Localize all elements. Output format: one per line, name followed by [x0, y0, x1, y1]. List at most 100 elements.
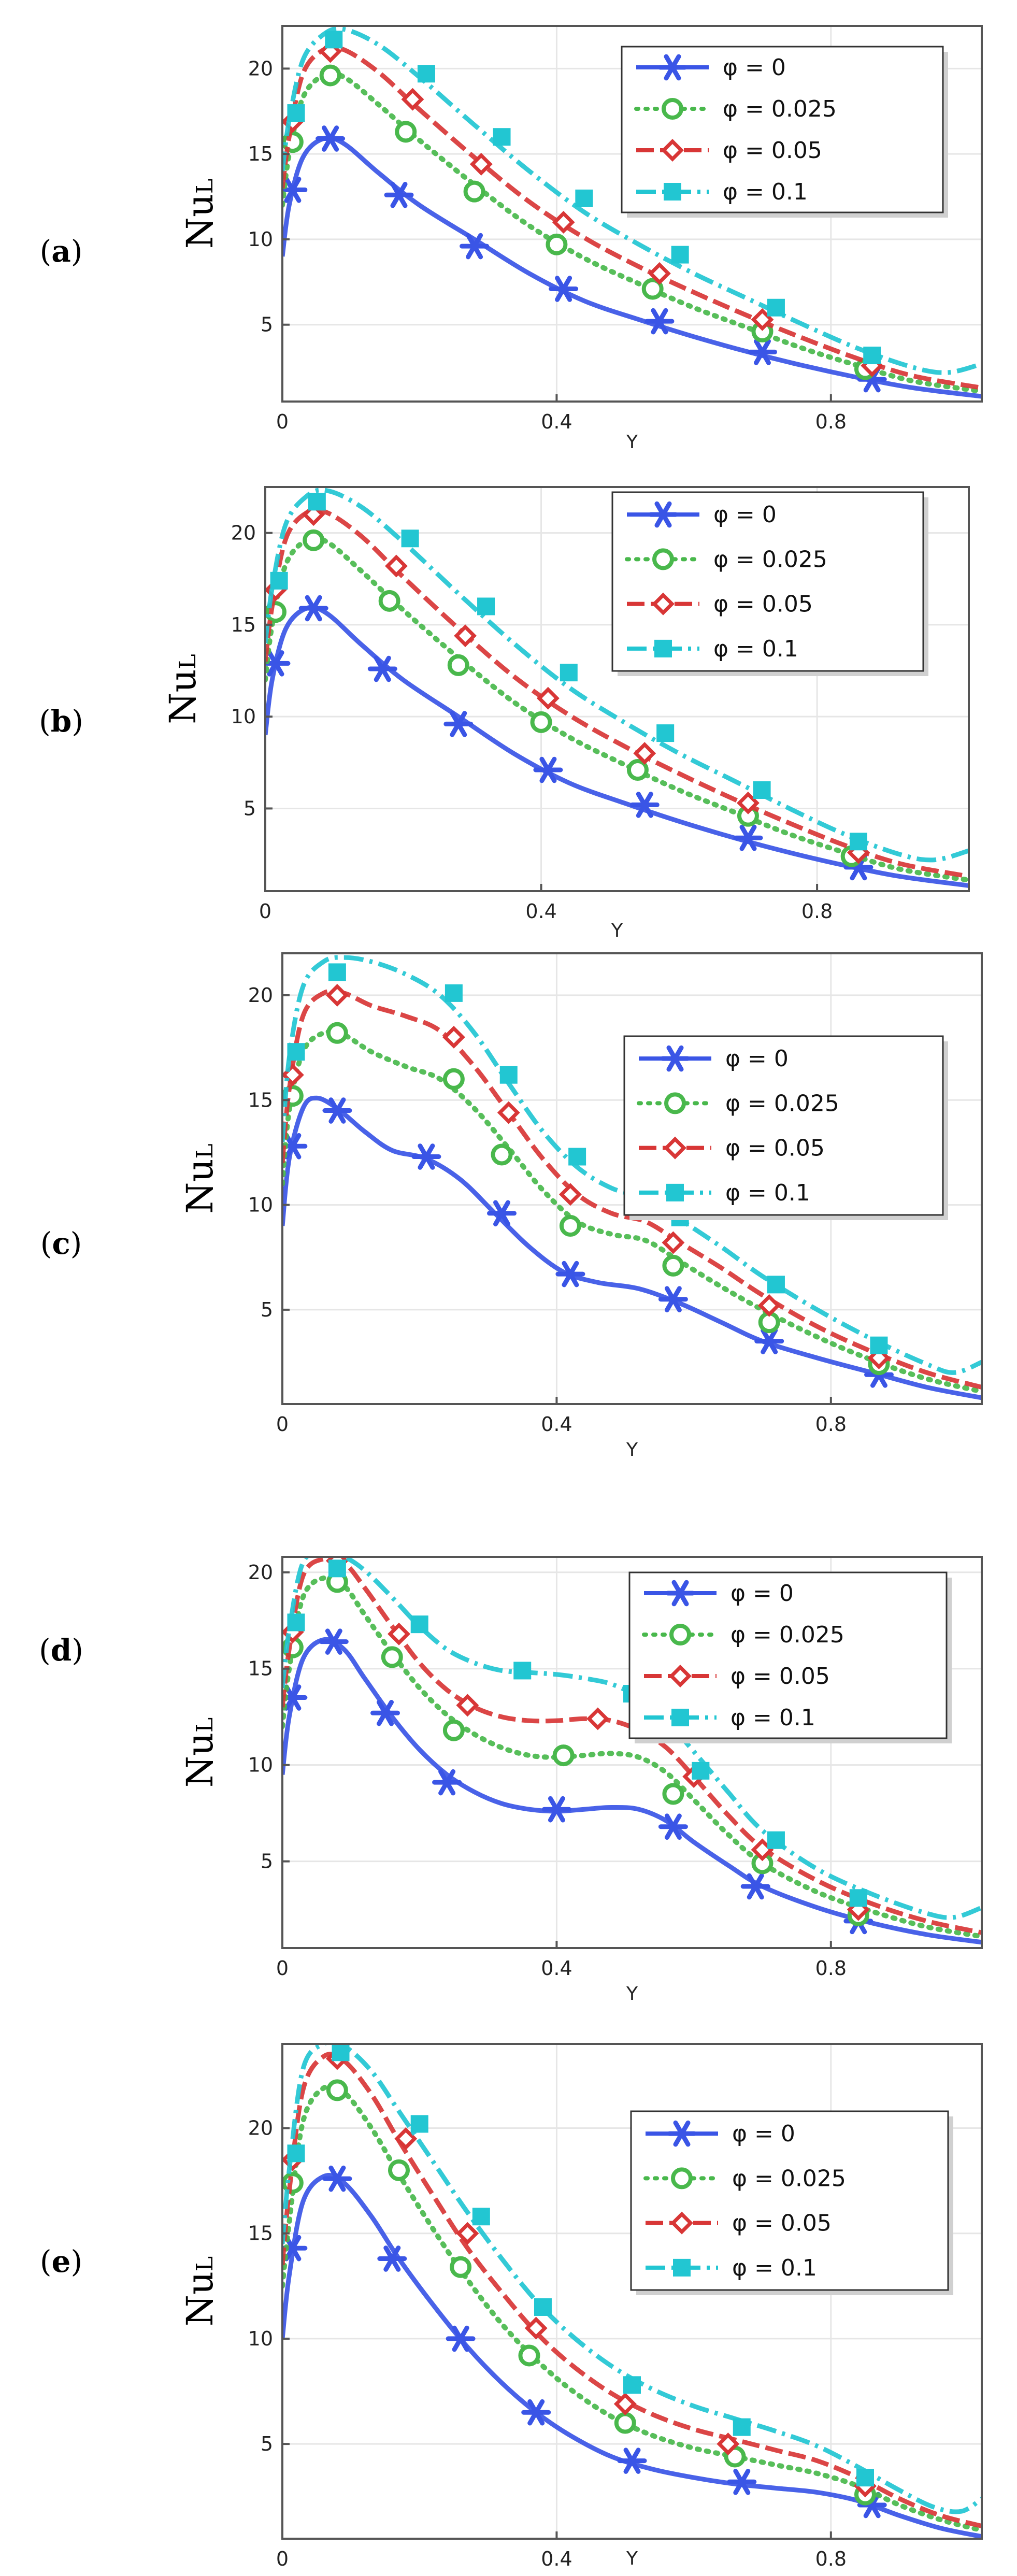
data-point-diamond [442, 1025, 465, 1049]
data-point-diamond [757, 1294, 781, 1317]
legend-marker-circle [671, 2167, 693, 2189]
data-point-square [287, 1613, 305, 1632]
legend-label: φ = 0.05 [725, 1135, 825, 1162]
legend-entry: φ = 0.1 [644, 1705, 815, 1731]
data-point-diamond [394, 2127, 418, 2150]
data-point-star [487, 1200, 517, 1227]
legend-label: φ = 0.1 [730, 1705, 815, 1731]
legend-marker-circle [652, 548, 674, 570]
data-point-diamond [388, 1622, 410, 1645]
series-line [265, 535, 969, 883]
y-tick-label: 15 [231, 613, 256, 636]
data-point-square [513, 1662, 532, 1680]
data-point-square [733, 2418, 751, 2436]
data-point-square [671, 246, 689, 264]
data-point-square [287, 104, 305, 122]
y-tick-label: 15 [248, 2222, 273, 2245]
x-tick-label: 0.8 [815, 1957, 847, 1980]
data-point-square [410, 1615, 428, 1634]
y-axis-label: NuL [179, 1143, 221, 1214]
y-tick-label: 5 [243, 797, 256, 820]
data-point-star [282, 177, 308, 203]
legend-entry: φ = 0.05 [644, 1663, 830, 1690]
series-line [265, 507, 969, 879]
x-tick-label: 0 [259, 900, 271, 923]
legend-marker-square [671, 1709, 689, 1726]
data-point-square [287, 1043, 305, 1061]
legend-marker-square [664, 183, 681, 201]
series-b-3 [265, 488, 969, 863]
legend-label: φ = 0.1 [713, 636, 798, 662]
legend-entry: φ = 0 [644, 1580, 794, 1607]
x-tick-label: 0.8 [815, 2548, 847, 2570]
y-axis-label: NuL [179, 1718, 221, 1788]
data-point-diamond [536, 686, 560, 710]
y-tick-label: 10 [248, 228, 273, 251]
data-point-diamond [302, 503, 325, 526]
data-point-circle [614, 2412, 636, 2434]
data-point-diamond [717, 2432, 740, 2456]
legend-label: φ = 0.1 [732, 2255, 817, 2281]
y-tick-label: 20 [248, 1561, 273, 1584]
legend-entry: φ = 0.025 [642, 1622, 844, 1648]
data-point-square [493, 128, 511, 146]
data-point-diamond [751, 308, 774, 331]
data-point-circle [626, 759, 649, 781]
data-point-square [692, 1762, 710, 1780]
data-point-star [555, 1261, 585, 1287]
legend-label: φ = 0 [725, 1046, 789, 1072]
data-point-star [541, 1796, 571, 1823]
data-point-square [410, 2115, 428, 2133]
x-tick-label: 0 [276, 1413, 289, 1436]
data-point-square [308, 493, 326, 511]
data-point-circle [378, 590, 400, 612]
legend-entry: φ = 0.05 [636, 137, 822, 164]
legend-marker-star [665, 1580, 695, 1607]
x-axis-label: Y [626, 1983, 638, 2005]
data-point-square [767, 1276, 785, 1294]
data-point-star [727, 2469, 757, 2495]
panel-label: (c) [40, 1226, 82, 1261]
data-point-circle [641, 278, 664, 300]
data-point-diamond [613, 2392, 637, 2415]
legend-entry: φ = 0 [627, 501, 777, 528]
axes-frame [264, 486, 970, 892]
legend-label: φ = 0.025 [732, 2165, 846, 2192]
data-point-star [644, 308, 675, 335]
data-point-circle [662, 1254, 684, 1277]
data-point-diamond [586, 1707, 609, 1730]
legend-entry: φ = 0.025 [643, 2165, 846, 2192]
data-point-square [287, 2144, 305, 2163]
series-line [282, 45, 982, 391]
legend-marker-diamond [670, 2211, 693, 2235]
data-point-diamond [454, 624, 477, 648]
legend-entry: φ = 0.025 [637, 1090, 839, 1117]
series-d-1 [282, 1571, 982, 1939]
series-line [282, 1095, 982, 1400]
y-tick-label: 5 [261, 1850, 273, 1873]
data-point-circle [662, 1783, 684, 1805]
legend-label: φ = 0.05 [723, 137, 822, 164]
data-point-star [443, 711, 474, 737]
data-point-star [549, 276, 579, 302]
data-point-square [863, 347, 881, 365]
data-point-square [656, 724, 675, 742]
data-point-circle [395, 121, 417, 143]
data-point-star [298, 595, 328, 622]
axes-frame [281, 952, 983, 1405]
y-axis-label: NuL [179, 179, 221, 249]
y-tick-label: 10 [231, 705, 256, 728]
axes-frame [281, 25, 983, 403]
data-point-circle [559, 1215, 581, 1237]
data-point-square [856, 2469, 874, 2487]
legend: φ = 0 φ = 0.025 φ = 0.05 φ = 0.1 [621, 46, 948, 218]
data-point-square [623, 2376, 641, 2394]
legend-marker-diamond [661, 139, 684, 162]
x-axis-label: Y [626, 1439, 638, 1461]
data-point-star [384, 182, 414, 208]
data-point-diamond [633, 742, 656, 765]
x-tick-label: 0 [276, 1957, 289, 1980]
data-point-square [499, 1066, 518, 1084]
